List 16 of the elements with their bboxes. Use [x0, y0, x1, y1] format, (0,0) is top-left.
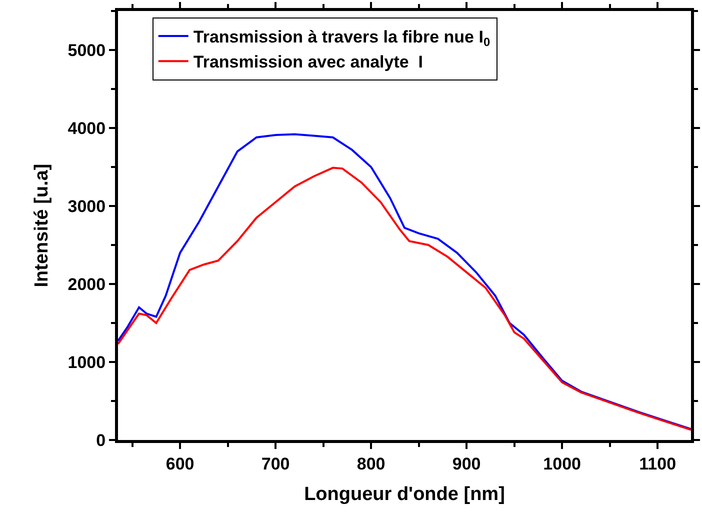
y-tick-label: 1000 — [68, 352, 106, 372]
x-tick-label: 1000 — [543, 454, 581, 474]
y-tick-label: 4000 — [68, 118, 106, 138]
y-tick-label: 2000 — [68, 274, 106, 294]
x-tick-label: 600 — [166, 454, 194, 474]
y-tick-label: 5000 — [68, 40, 106, 60]
y-tick-label: 3000 — [68, 196, 106, 216]
x-tick-label: 900 — [452, 454, 481, 474]
x-tick-label: 800 — [356, 454, 386, 474]
x-tick-label: 1100 — [639, 454, 676, 474]
legend-label: Transmission avec analyte I — [193, 52, 424, 72]
x-tick-label: 700 — [261, 454, 290, 474]
y-axis-title: Intensité [u.a] — [32, 164, 53, 288]
y-tick-label: 0 — [96, 430, 106, 450]
x-axis-title: Longueur d'onde [nm] — [304, 484, 505, 506]
legend-label: Transmission à travers la fibre nue I$_{0}$ — [193, 28, 490, 50]
